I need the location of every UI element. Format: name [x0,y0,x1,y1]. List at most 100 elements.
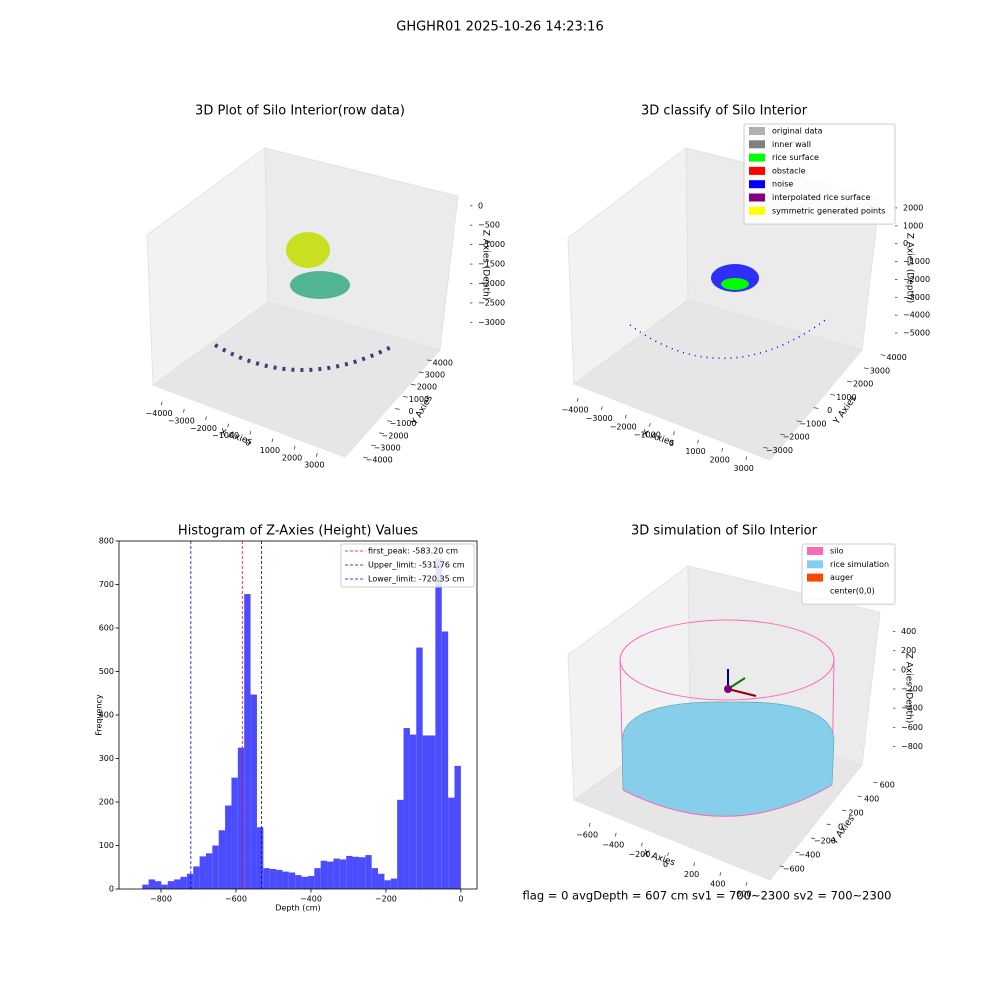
y-tick-label: 700 [99,580,114,589]
bar [154,881,162,889]
bar [212,845,219,889]
x-tick-label: 0 [245,439,250,448]
bar [365,855,372,889]
y-tick-label: 1000 [409,395,429,404]
legend-label: silo [830,547,844,556]
y-tick-label: −400 [798,851,820,860]
y-tick-label: 800 [99,537,114,546]
y-tick-label: 0 [838,823,843,832]
y-tick-label: −600 [783,865,805,874]
x-tick-label: 600 [736,890,751,899]
bar [409,734,417,889]
y-tick-label: −2000 [783,433,810,442]
x-tick [745,456,748,461]
y-tick [779,865,785,868]
x-tick-label: 0 [458,895,463,904]
x-axis-label: Depth (cm) [275,904,320,913]
x-tick [205,416,207,421]
z-axis-label: Z Axies (Depth) [481,230,491,301]
z-tick-label: 200 [901,646,916,655]
y-tick [841,809,847,812]
y-tick-label: 4000 [433,358,453,367]
legend-label: rice surface [772,153,819,162]
axis-pane [152,301,441,458]
z-tick-label: 400 [901,627,916,636]
x-tick-label: −600 [576,830,598,839]
z-tick-label: −3000 [903,293,930,302]
legend-label: obstacle [772,166,806,175]
y-tick-label: −1000 [799,419,826,428]
x-tick [721,447,724,452]
legend-swatch [807,560,823,569]
y-tick [813,407,819,409]
y-tick-label: 4000 [886,353,906,362]
bar [397,799,404,889]
x-tick [697,439,699,444]
bar [161,884,168,889]
bar [263,868,270,889]
bar [167,881,175,889]
bar [295,875,302,889]
y-tick-label: −2000 [382,431,409,440]
x-tick [673,431,675,436]
legend-label: inner wall [772,140,811,149]
bar [225,805,232,889]
legend-swatch [749,153,765,162]
z-tick-label: −1500 [478,260,505,269]
bar [384,880,391,889]
y-tick [847,380,852,383]
y-axis-label: Frequency [95,694,104,736]
y-tick-label: 400 [99,711,114,720]
bar [244,594,251,889]
y-tick-label: 3000 [870,366,890,375]
x-tick [600,406,603,411]
bar [237,747,245,889]
x-tick [182,408,185,413]
x-tick [293,445,296,450]
z-tick-label: −200 [901,685,923,694]
bar [371,868,379,889]
y-tick [795,851,800,854]
legend-swatch [749,140,765,149]
z-tick-label: −400 [901,704,923,713]
figure-title: GHGHR01 2025-10-26 14:23:16 [396,20,603,35]
y-tick-label: 200 [99,798,114,807]
legend-swatch [807,547,823,555]
y-tick-label: 600 [99,624,114,633]
y-tick-label: 1000 [836,393,856,402]
legend-box [743,123,896,225]
bar [327,861,334,889]
y-tick-label: −3000 [766,446,793,455]
x-tick-label: 2000 [282,453,302,462]
bar [429,735,436,889]
bar [186,873,194,889]
x-tick [693,862,696,867]
x-tick-label: 0 [663,860,668,869]
y-tick-label: 300 [99,754,114,763]
y-tick [880,354,886,356]
axis-pane [573,299,863,461]
y-tick [810,837,816,840]
x-tick-label: 400 [710,880,725,889]
y-tick-label: 2000 [417,383,437,392]
bar [301,876,308,889]
legend-swatch [749,180,765,189]
y-tick-label: 600 [880,781,895,790]
bar [441,631,449,889]
z-tick-label: −2000 [478,279,505,288]
auger-axis [727,688,757,697]
legend-label: rice simulation [830,560,889,569]
x-tick-label: 1000 [260,446,280,455]
x-tick-label: −200 [628,850,650,859]
legend-label: interpolated rice surface [772,193,870,202]
legend-label: Upper_limit: -531.76 cm [368,561,465,570]
bar [314,868,321,889]
legend-label: Lower_limit: -720.35 cm [368,575,465,584]
z-axis-label: Z Axies (Depth) [905,233,915,304]
y-tick [363,456,369,459]
z-tick-label: 0 [478,201,483,210]
x-tick-label: 0 [669,439,674,448]
x-tick-label: −400 [300,895,322,904]
legend-swatch [807,573,823,582]
